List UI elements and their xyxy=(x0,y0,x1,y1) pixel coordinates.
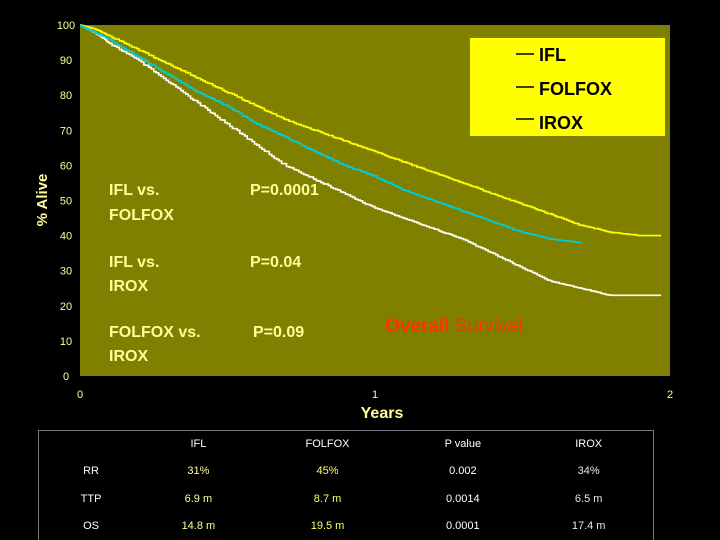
table-cell: 0.0001 xyxy=(446,520,480,533)
table-cell: 0.0014 xyxy=(446,492,480,505)
table-row: RR 31% 45% 0.002 34% xyxy=(39,458,654,486)
legend-label-irox: IROX xyxy=(539,113,583,133)
series-line-ifl xyxy=(80,24,662,297)
table-cell: 19.5 m xyxy=(310,520,345,533)
x-tick-label: 0 xyxy=(77,389,83,401)
legend-box xyxy=(470,38,665,136)
series-lines xyxy=(80,24,662,297)
legend-label-ifl: IFL xyxy=(539,45,566,65)
row-label: TTP xyxy=(80,492,102,505)
table-header-cell: P value xyxy=(444,438,482,451)
x-axis-ticks: 0 1 2 xyxy=(77,389,673,401)
summary-table: IFL FOLFOX P value IROX RR 31% 45% 0.002… xyxy=(38,430,654,540)
y-tick-label: 50 xyxy=(60,196,72,208)
table-header-cell: IROX xyxy=(575,438,603,451)
table-header-cell: IFL xyxy=(190,438,207,451)
y-tick-label: 0 xyxy=(63,371,69,383)
row-label: RR xyxy=(83,465,99,478)
annotation-p-value: P=0.09 xyxy=(253,324,304,341)
x-tick-label: 1 xyxy=(372,389,378,401)
series-line-folfox xyxy=(80,24,662,237)
y-tick-label: 60 xyxy=(60,160,72,172)
y-tick-label: 90 xyxy=(60,55,72,67)
table-row: TTP 6.9 m 8.7 m 0.0014 6.5 m xyxy=(39,485,654,513)
table-header-cell xyxy=(39,431,144,458)
table-cell: 0.002 xyxy=(449,465,477,478)
survival-chart: 0 10 20 30 40 50 60 70 80 90 100 0 1 2 %… xyxy=(34,20,673,422)
table-row: OS 14.8 m 19.5 m 0.0001 17.4 m xyxy=(39,513,654,540)
y-tick-label: 30 xyxy=(60,266,72,278)
y-axis-label: % Alive xyxy=(34,174,51,227)
table-cell: 8.7 m xyxy=(313,492,342,505)
y-axis-ticks: 0 10 20 30 40 50 60 70 80 90 100 xyxy=(57,20,75,383)
row-label: OS xyxy=(83,520,99,533)
legend: IFL FOLFOX IROX xyxy=(470,38,665,136)
y-tick-label: 70 xyxy=(60,125,72,137)
table-cell: 45% xyxy=(316,465,339,478)
x-tick-label: 2 xyxy=(667,389,673,401)
p-value-annotations: IFL vs. FOLFOX P=0.0001 IFL vs. IROX P=0… xyxy=(109,182,319,365)
table-header-cell: FOLFOX xyxy=(305,438,350,451)
table-cell: 6.9 m xyxy=(184,492,213,505)
chart-title-bold: Overall xyxy=(385,316,449,337)
chart-title-rest: Survival xyxy=(455,316,523,337)
y-tick-label: 100 xyxy=(57,20,75,32)
legend-label-folfox: FOLFOX xyxy=(539,79,612,99)
table-cell: 17.4 m xyxy=(571,520,606,533)
annotation-p-value: P=0.0001 xyxy=(250,182,319,199)
series-line-irox xyxy=(80,24,583,244)
y-tick-label: 40 xyxy=(60,231,72,243)
table-cell: 14.8 m xyxy=(181,520,216,533)
annotation-p-value: P=0.04 xyxy=(250,254,301,271)
annotation-comparison: IFL vs. xyxy=(109,254,159,271)
table-header-row: IFL FOLFOX P value IROX xyxy=(39,431,654,458)
y-tick-label: 80 xyxy=(60,90,72,102)
annotation-comparison: IROX xyxy=(109,278,148,295)
annotation-comparison: IROX xyxy=(109,348,148,365)
table-cell: 6.5 m xyxy=(574,492,603,505)
table-cell: 31% xyxy=(187,465,210,478)
y-tick-label: 10 xyxy=(60,336,72,348)
x-axis-label: Years xyxy=(361,405,404,422)
annotation-comparison: IFL vs. xyxy=(109,182,159,199)
annotation-comparison: FOLFOX xyxy=(109,207,174,224)
y-tick-label: 20 xyxy=(60,301,72,313)
chart-title: Overall Survival xyxy=(385,316,522,337)
annotation-comparison: FOLFOX vs. xyxy=(109,324,201,341)
table-cell: 34% xyxy=(577,465,600,478)
